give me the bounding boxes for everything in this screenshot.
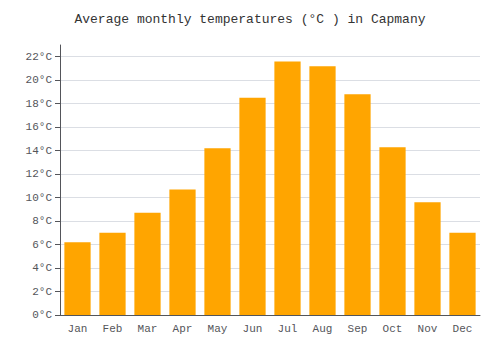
svg-text:Feb: Feb [103,323,123,335]
svg-text:22°C: 22°C [26,51,53,63]
svg-text:May: May [208,323,228,335]
svg-text:16°C: 16°C [26,121,53,133]
svg-text:Jul: Jul [278,323,298,335]
svg-text:6°C: 6°C [32,239,52,251]
svg-text:Aug: Aug [313,323,333,335]
svg-text:Apr: Apr [173,323,193,335]
svg-text:10°C: 10°C [26,192,53,204]
svg-text:18°C: 18°C [26,98,53,110]
svg-text:8°C: 8°C [32,215,52,227]
svg-text:Jun: Jun [243,323,263,335]
svg-text:Dec: Dec [453,323,473,335]
svg-text:14°C: 14°C [26,145,53,157]
svg-text:0°C: 0°C [32,309,52,321]
svg-text:12°C: 12°C [26,168,53,180]
svg-text:Average monthly temperatures (: Average monthly temperatures (°C ) in Ca… [74,12,425,27]
svg-text:Nov: Nov [418,323,438,335]
svg-text:4°C: 4°C [32,262,52,274]
svg-text:Sep: Sep [348,323,368,335]
svg-text:Jan: Jan [68,323,88,335]
svg-text:20°C: 20°C [26,74,53,86]
svg-text:2°C: 2°C [32,286,52,298]
svg-text:Mar: Mar [138,323,158,335]
svg-text:Oct: Oct [383,323,403,335]
